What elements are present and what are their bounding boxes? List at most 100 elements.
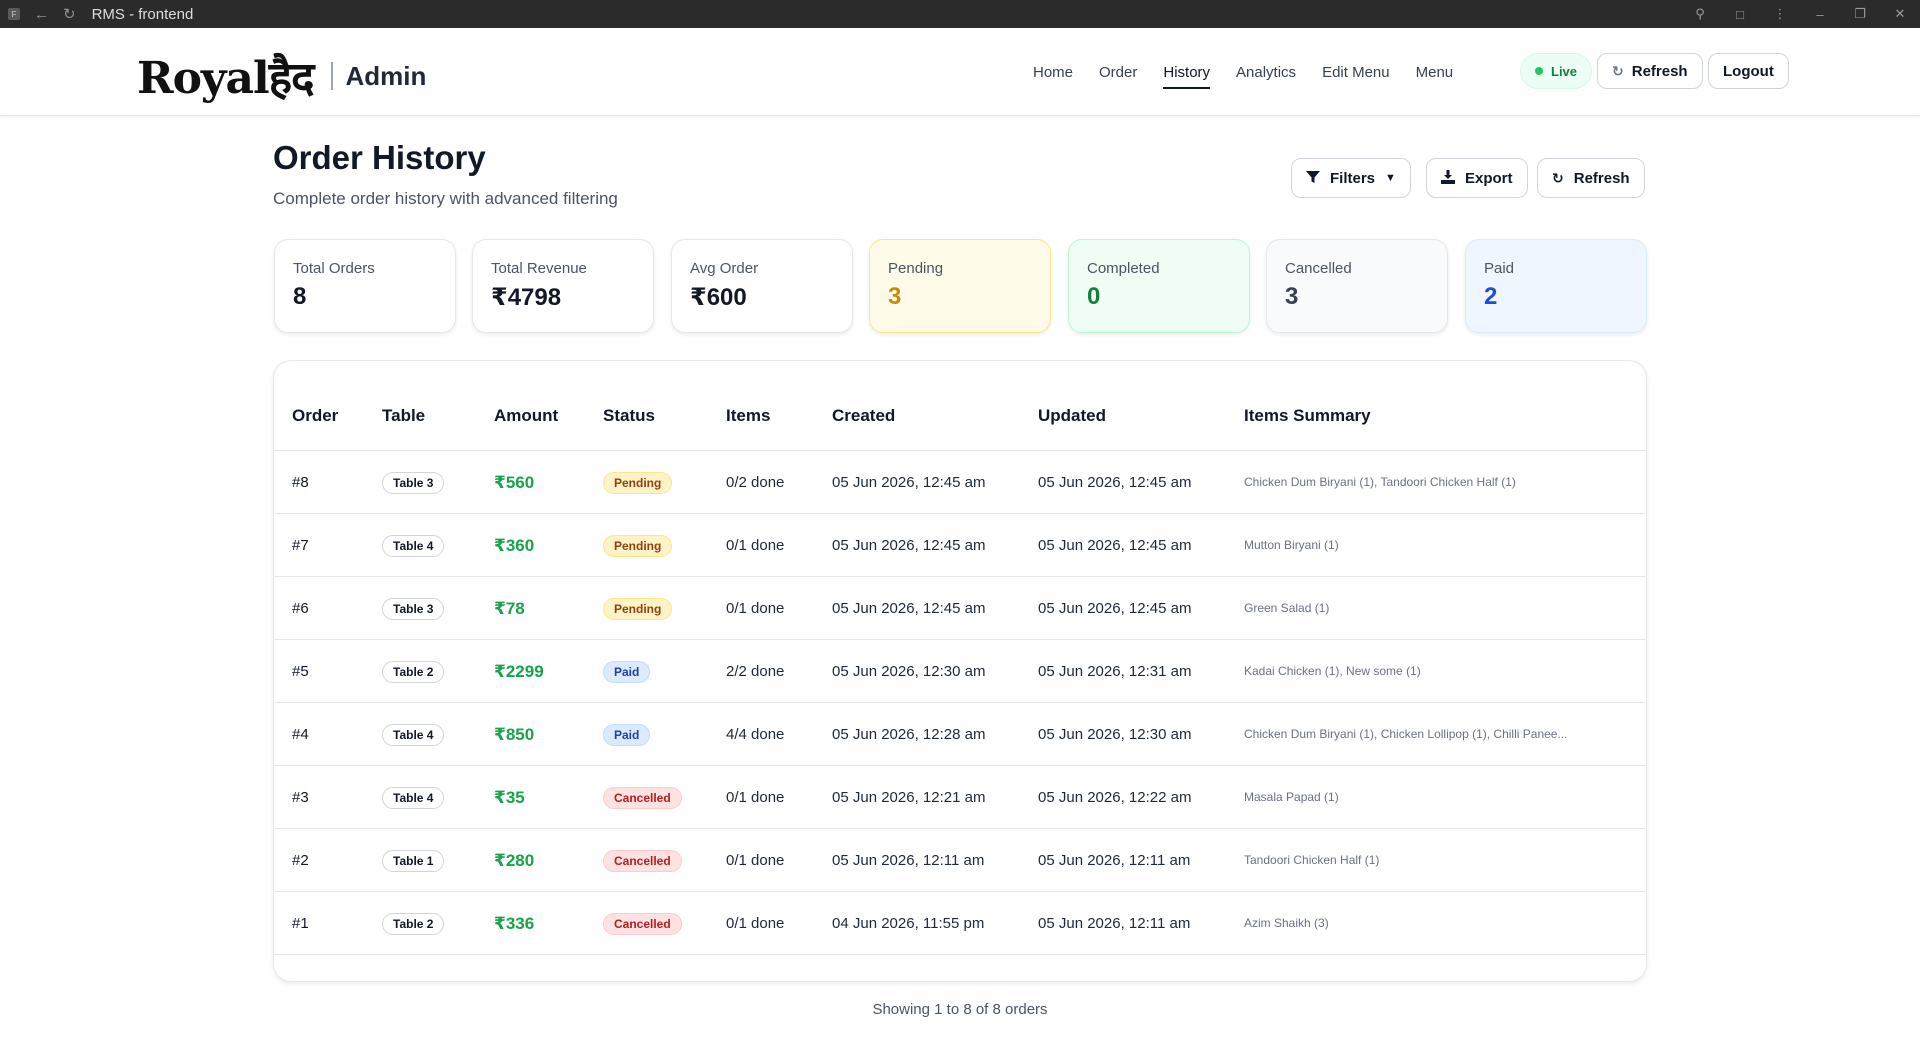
logo-divider	[331, 62, 334, 90]
nav-history[interactable]: History	[1163, 58, 1210, 89]
stat-label: Avg Order	[690, 260, 759, 277]
column-header-amount[interactable]: Amount	[494, 406, 559, 425]
order-id-cell: #1	[292, 892, 309, 955]
items-summary: Masala Papad (1)	[1244, 790, 1339, 804]
status-badge-cell: Cancelled	[603, 829, 682, 892]
filter-icon	[1306, 170, 1320, 187]
order-id-cell: #3	[292, 766, 309, 829]
minimize-icon[interactable]: –	[1816, 6, 1824, 22]
nav-edit-menu[interactable]: Edit Menu	[1322, 63, 1390, 81]
order-id: #1	[292, 915, 309, 932]
app-header: Royalहैद Admin Home Order History Analyt…	[0, 28, 1920, 116]
header-refresh-button[interactable]: ↻ Refresh	[1597, 53, 1703, 89]
created-time-cell: 05 Jun 2026, 12:45 am	[832, 514, 985, 577]
column-header-order[interactable]: Order	[292, 406, 339, 425]
order-amount: ₹2299	[494, 661, 544, 681]
table-row[interactable]: #6 Table 3 ₹78 Pending 0/1 done 05 Jun 2026, …	[274, 577, 1646, 640]
column-header-items-summary[interactable]: Items Summary	[1244, 406, 1371, 425]
table-badge-cell: Table 4	[382, 514, 445, 577]
table-badge-cell: Table 3	[382, 451, 445, 514]
order-amount: ₹360	[494, 535, 535, 555]
filters-button[interactable]: Filters ▼	[1291, 158, 1411, 198]
order-id-cell: #8	[292, 451, 309, 514]
order-id-cell: #5	[292, 640, 309, 703]
table-badge-cell: Table 1	[382, 829, 445, 892]
admin-label: Admin	[345, 60, 427, 91]
updated-time: 05 Jun 2026, 12:45 am	[1038, 537, 1192, 554]
items-summary-cell: Azim Shaikh (3)	[1244, 892, 1594, 955]
maximize-icon[interactable]: ❐	[1854, 6, 1866, 21]
stat-card-pending: Pending 3	[869, 239, 1051, 333]
more-menu-icon[interactable]: ⋮	[1773, 6, 1787, 21]
items-progress-cell: 0/1 done	[726, 514, 784, 577]
column-header-created[interactable]: Created	[832, 406, 896, 425]
table-badge: Table 2	[382, 912, 445, 935]
items-summary-cell: Tandoori Chicken Half (1)	[1244, 829, 1594, 892]
header-refresh-label: Refresh	[1631, 62, 1688, 80]
table-row[interactable]: #4 Table 4 ₹850 Paid 4/4 done 05 Jun 2026, 12…	[274, 703, 1646, 766]
column-header-updated[interactable]: Updated	[1038, 406, 1106, 425]
page-subtitle: Complete order history with advanced fil…	[273, 189, 618, 208]
items-summary-cell: Green Salad (1)	[1244, 577, 1594, 640]
column-header-items[interactable]: Items	[726, 406, 771, 425]
extensions-icon[interactable]: □	[1736, 6, 1744, 22]
order-amount: ₹35	[494, 787, 525, 807]
order-amount: ₹850	[494, 724, 535, 744]
items-progress: 0/1 done	[726, 537, 785, 554]
stat-card-completed: Completed 0	[1068, 239, 1250, 333]
stat-value: 2	[1484, 283, 1498, 310]
status-badge: Cancelled	[603, 912, 682, 935]
back-icon[interactable]: ←	[34, 5, 49, 23]
created-time: 05 Jun 2026, 12:45 am	[832, 600, 986, 617]
table-badge: Table 4	[382, 786, 445, 809]
created-time: 05 Jun 2026, 12:11 am	[832, 852, 985, 869]
created-time-cell: 05 Jun 2026, 12:30 am	[832, 640, 985, 703]
order-id: #8	[292, 474, 309, 491]
updated-time-cell: 05 Jun 2026, 12:45 am	[1038, 577, 1191, 640]
stat-card-paid: Paid 2	[1465, 239, 1647, 333]
table-row[interactable]: #2 Table 1 ₹280 Cancelled 0/1 done 05 Jun 202…	[274, 829, 1646, 892]
export-label: Export	[1465, 169, 1513, 187]
order-amount-cell: ₹280	[494, 829, 534, 892]
refresh-button[interactable]: ↻ Refresh	[1537, 158, 1645, 198]
nav-home[interactable]: Home	[1033, 63, 1074, 81]
column-header-status[interactable]: Status	[603, 406, 655, 425]
table-row[interactable]: #1 Table 2 ₹336 Cancelled 0/1 done 04 Jun 202…	[274, 892, 1646, 955]
items-summary: Chicken Dum Biryani (1), Tandoori Chicke…	[1244, 475, 1516, 489]
items-progress: 2/2 done	[726, 663, 785, 680]
zoom-icon[interactable]: ⚲	[1695, 6, 1705, 21]
close-icon[interactable]: ✕	[1894, 6, 1906, 21]
logout-button[interactable]: Logout	[1708, 53, 1789, 89]
table-row[interactable]: #7 Table 4 ₹360 Pending 0/1 done 05 Jun 2026,…	[274, 514, 1646, 577]
status-badge: Cancelled	[603, 786, 682, 809]
items-summary-cell: Masala Papad (1)	[1244, 766, 1594, 829]
stat-label: Total Orders	[293, 260, 375, 277]
items-progress-cell: 0/2 done	[726, 451, 784, 514]
updated-time-cell: 05 Jun 2026, 12:30 am	[1038, 703, 1191, 766]
nav-order[interactable]: Order	[1099, 63, 1138, 81]
nav-analytics[interactable]: Analytics	[1236, 63, 1297, 81]
download-icon	[1441, 169, 1455, 187]
nav-menu[interactable]: Menu	[1415, 63, 1454, 81]
items-summary-cell: Chicken Dum Biryani (1), Tandoori Chicke…	[1244, 451, 1594, 514]
stat-label: Total Revenue	[491, 260, 587, 277]
brand-logo[interactable]: Royalहैद Admin	[137, 46, 426, 106]
reload-icon[interactable]: ↻	[63, 5, 76, 23]
created-time-cell: 05 Jun 2026, 12:28 am	[832, 703, 985, 766]
status-badge: Paid	[603, 660, 651, 683]
logo-wordmark: Royalहैद	[137, 53, 314, 104]
table-row[interactable]: #5 Table 2 ₹2299 Paid 2/2 done 05 Jun 2026, 1…	[274, 640, 1646, 703]
status-badge-cell: Cancelled	[603, 892, 682, 955]
table-row[interactable]: #8 Table 3 ₹560 Pending 0/2 done 05 Jun 2026,…	[274, 451, 1646, 514]
table-badge: Table 3	[382, 471, 445, 494]
order-id: #5	[292, 663, 309, 680]
column-header-table[interactable]: Table	[382, 406, 426, 425]
refresh-icon: ↻	[1552, 169, 1564, 186]
status-badge: Cancelled	[603, 849, 682, 872]
logout-label: Logout	[1723, 62, 1774, 80]
status-badge: Pending	[603, 597, 673, 620]
stat-card-total-orders: Total Orders 8	[274, 239, 456, 333]
table-row[interactable]: #3 Table 4 ₹35 Cancelled 0/1 done 05 Jun 2026…	[274, 766, 1646, 829]
export-button[interactable]: Export	[1426, 158, 1528, 198]
stat-value: 8	[293, 283, 307, 310]
